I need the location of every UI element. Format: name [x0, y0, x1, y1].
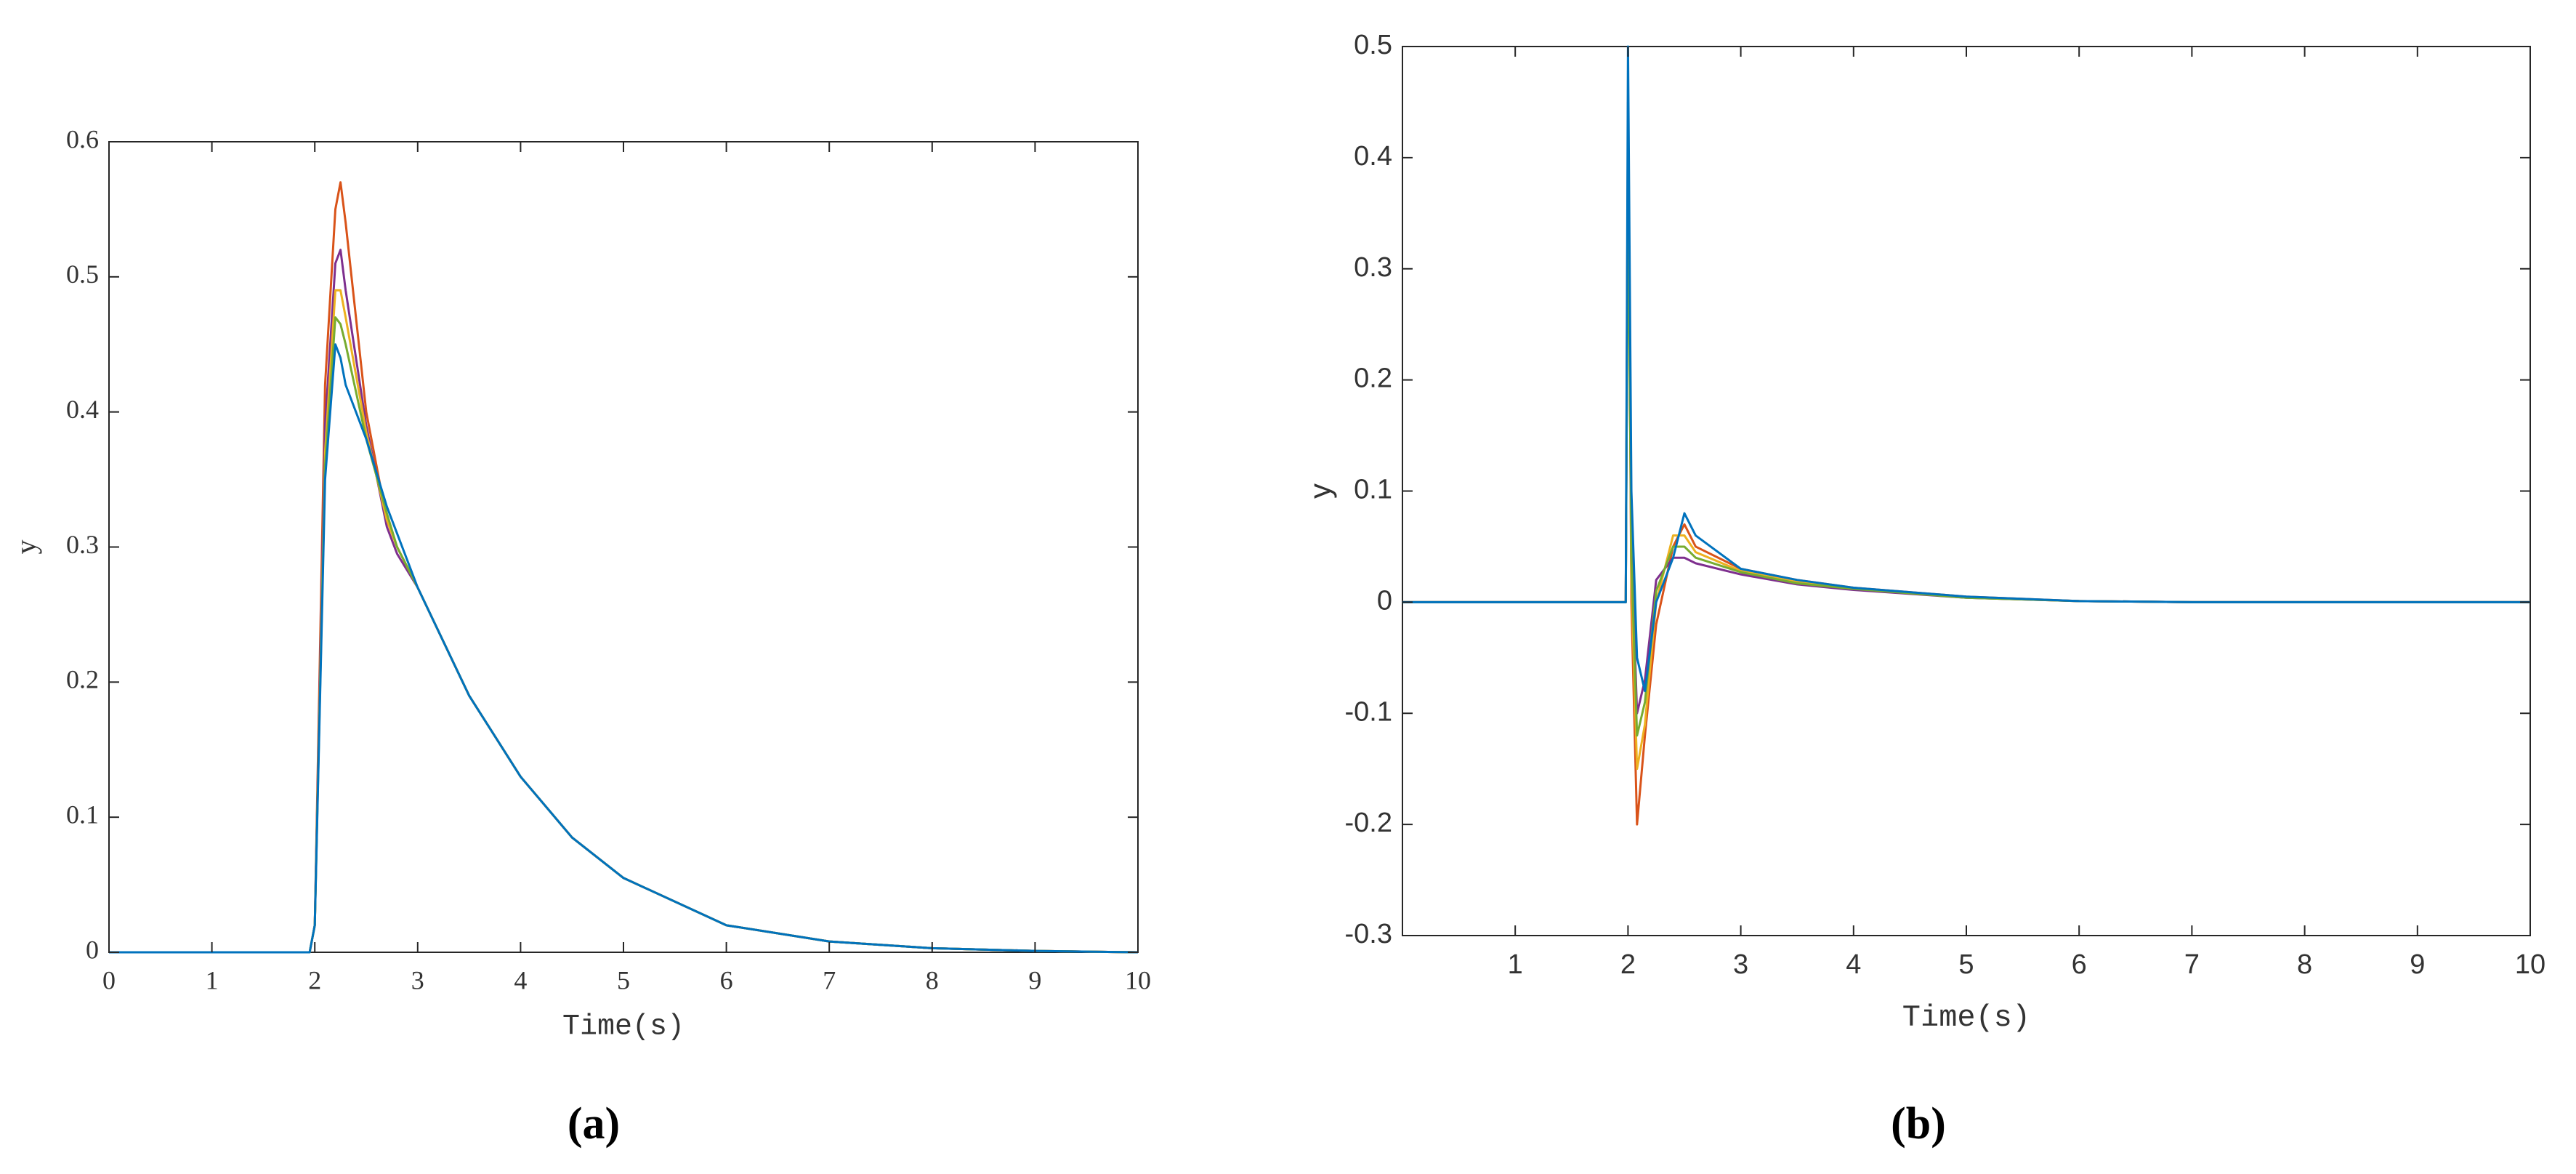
x-tick-label: 7: [2184, 949, 2200, 980]
x-tick-label: 1: [1508, 949, 1523, 980]
x-tick-label: 4: [514, 965, 527, 994]
y-tick-label: 0: [1377, 585, 1392, 616]
x-tick-label: 2: [1620, 949, 1636, 980]
y-tick-label: 0.1: [66, 800, 99, 829]
y-tick-label: 0.6: [66, 124, 99, 153]
x-tick-label: 8: [2297, 949, 2312, 980]
y-tick-label: 0.3: [1354, 252, 1392, 283]
x-axis-label: Time(s): [1902, 1000, 2030, 1035]
x-tick-label: 6: [2072, 949, 2087, 980]
y-tick-label: -0.2: [1345, 808, 1392, 838]
plot-area: [108, 141, 1139, 953]
x-tick-label: 1: [206, 965, 219, 994]
x-tick-label: 9: [2410, 949, 2425, 980]
x-tick-label: 8: [926, 965, 939, 994]
x-axis-label: Time(s): [562, 1011, 685, 1044]
y-tick-label: 0.4: [1354, 141, 1392, 172]
y-axis-label: y: [9, 540, 42, 555]
y-tick-label: 0: [86, 935, 99, 964]
y-tick-label: 0.2: [66, 665, 99, 694]
series-line: [1402, 45, 2530, 693]
x-tick-label: 4: [1846, 949, 1861, 980]
y-tick-label: -0.1: [1345, 696, 1392, 727]
x-tick-label: 9: [1028, 965, 1041, 994]
y-tick-label: 0.2: [1354, 363, 1392, 394]
chart: -0.3 -0.2 -0.1 0 0.1 0.2 0.3 0.4 0.5 1 2 3 4 5 6 7 8 9 10 T…: [1303, 30, 2545, 1149]
x-tick-label: 3: [1733, 949, 1748, 980]
x-tick-label: 10: [2515, 949, 2545, 980]
caption: (b): [1891, 1099, 1946, 1149]
y-tick-label: 0.1: [1354, 475, 1392, 505]
x-tick-label: 0: [102, 965, 116, 994]
chart: 0 0.1 0.2 0.3 0.4 0.5 0.6 0 1 2 3 4 5 6 7 8 9 10 Time(s) y (…: [9, 124, 1151, 1149]
x-tick-label: 3: [411, 965, 424, 994]
caption: (a): [568, 1099, 620, 1149]
x-tick-label: 5: [1958, 949, 1974, 980]
x-tick-label: 7: [823, 965, 836, 994]
plot-area: [1402, 46, 2531, 936]
x-tick-label: 5: [617, 965, 630, 994]
y-axis-label: y: [1303, 483, 1337, 499]
y-tick-label: 0.4: [66, 395, 99, 424]
y-tick-label: 0.3: [66, 530, 99, 559]
y-tick-label: -0.3: [1345, 919, 1392, 949]
series-line: [109, 343, 1139, 954]
x-tick-label: 6: [720, 965, 733, 994]
y-tick-label: 0.5: [1354, 30, 1392, 60]
x-tick-label: 2: [308, 965, 321, 994]
y-tick-label: 0.5: [66, 260, 99, 289]
x-tick-label: 10: [1125, 965, 1151, 994]
